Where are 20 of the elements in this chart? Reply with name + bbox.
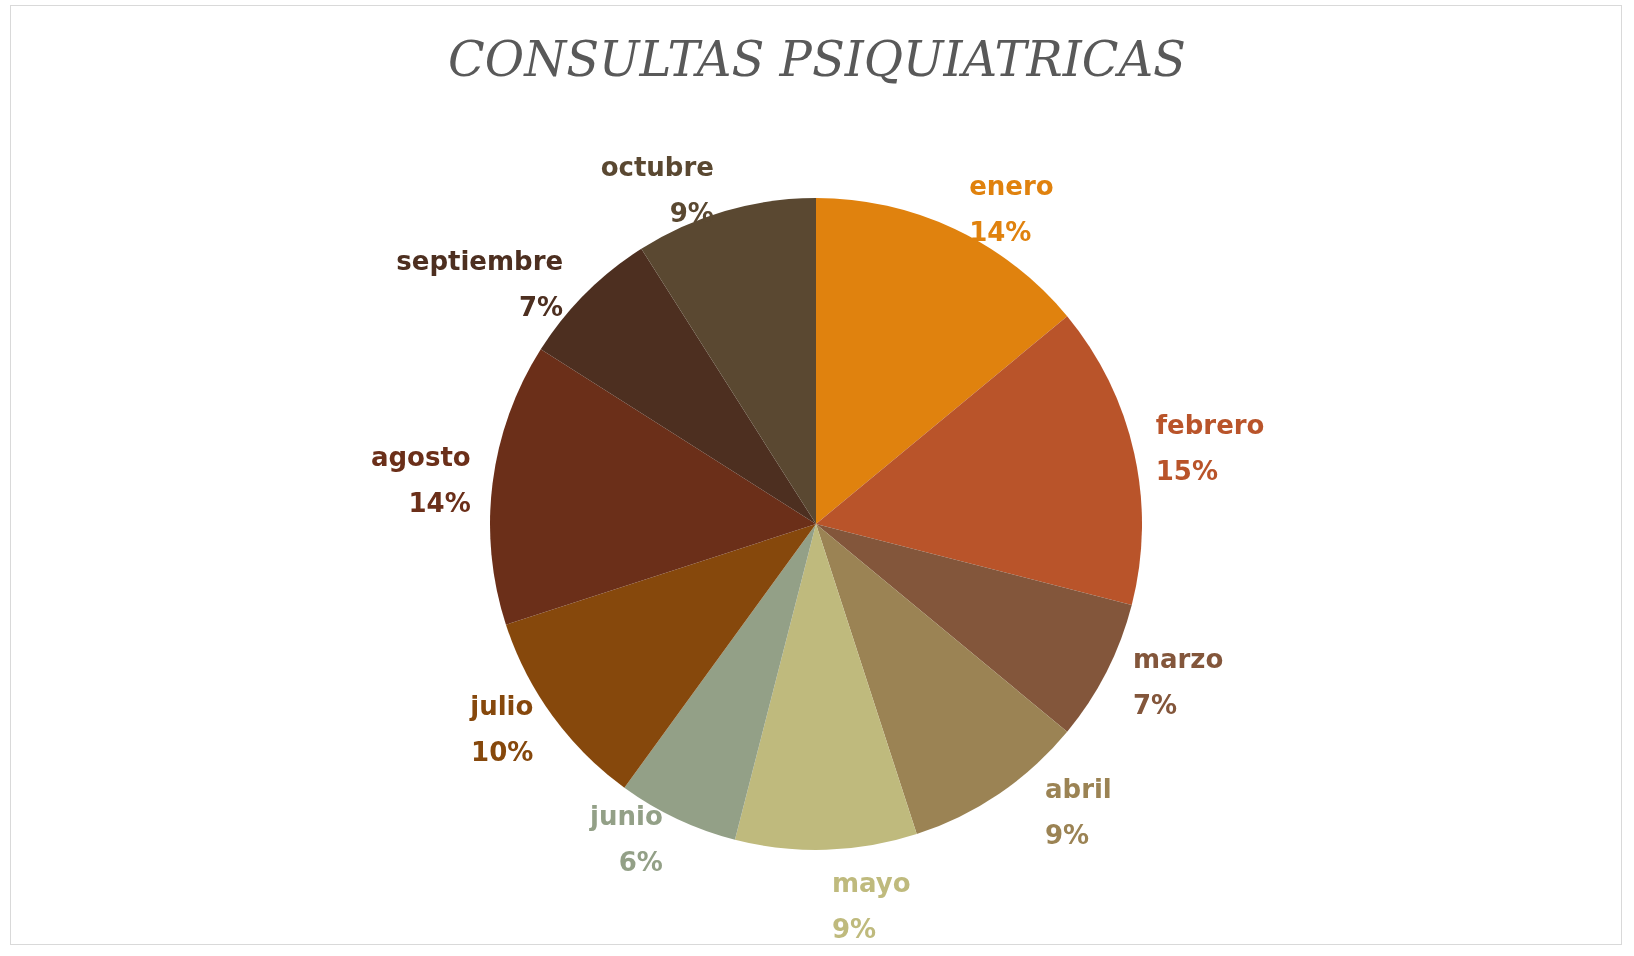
slice-label: febrero bbox=[1155, 410, 1265, 441]
data-label: 10% bbox=[471, 736, 534, 767]
data-label: 7% bbox=[519, 291, 564, 322]
slice-label: octubre bbox=[600, 151, 714, 182]
data-label: 15% bbox=[1155, 456, 1218, 487]
slice-label: julio bbox=[469, 690, 534, 721]
data-label: 9% bbox=[831, 913, 877, 944]
slice-label: agosto bbox=[370, 442, 471, 473]
slice-label: junio bbox=[589, 800, 663, 831]
slice-label: mayo bbox=[831, 867, 911, 898]
slice-label: abril bbox=[1044, 773, 1112, 804]
data-label: 14% bbox=[969, 217, 1032, 248]
slice-label: marzo bbox=[1132, 643, 1224, 674]
slice-label: enero bbox=[969, 171, 1054, 202]
data-label: 9% bbox=[1044, 819, 1090, 850]
data-label: 7% bbox=[1132, 689, 1178, 720]
data-label: 6% bbox=[618, 846, 663, 877]
data-label: 14% bbox=[408, 488, 471, 519]
slice-label: septiembre bbox=[396, 245, 564, 276]
chart-title: CONSULTAS PSIQUIATRICAS bbox=[448, 31, 1186, 87]
